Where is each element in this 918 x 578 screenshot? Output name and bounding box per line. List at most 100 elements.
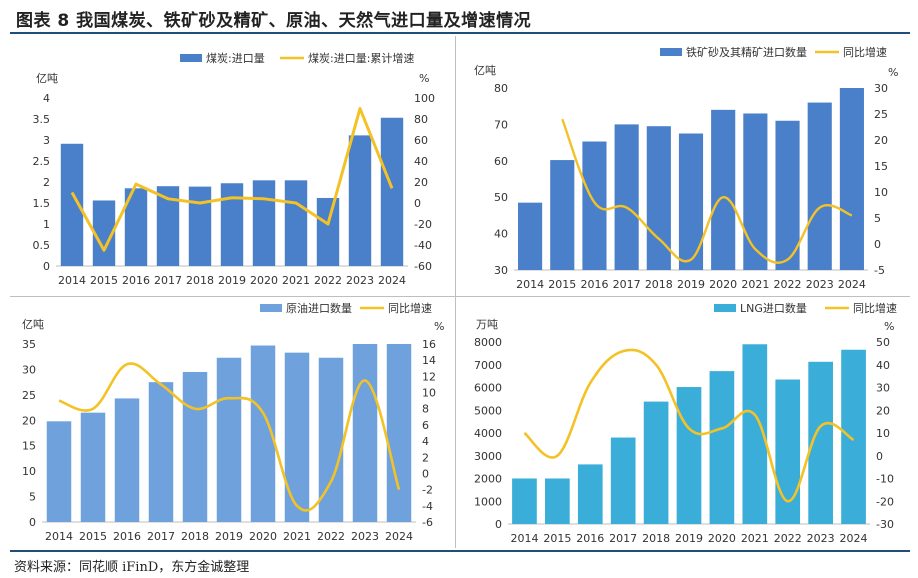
bar-2019 [220, 183, 244, 266]
x-tick-label: 2016 [122, 274, 150, 287]
left-tick-label: 35 [22, 338, 36, 351]
growth-line [58, 362, 401, 512]
bar-2022 [775, 120, 800, 270]
left-tick-label: 30 [494, 264, 508, 277]
bar-2014 [60, 143, 84, 266]
footer-rule [10, 550, 910, 552]
left-tick-label: 50 [494, 191, 508, 204]
x-tick-label: 2016 [576, 532, 604, 545]
right-tick-label: 10 [422, 387, 436, 400]
left-tick-label: 1 [43, 218, 50, 231]
right-tick-label: -30 [876, 518, 894, 531]
left-tick-label: 2.5 [33, 155, 51, 168]
bar-2024 [386, 344, 412, 522]
bar-2018 [182, 371, 208, 522]
left-axis-title: 万吨 [476, 318, 498, 331]
bar-2014 [46, 421, 72, 522]
x-tick-label: 2018 [645, 278, 673, 291]
legend-line-label: 同比增速 [843, 45, 887, 59]
x-tick-label: 2018 [186, 274, 214, 287]
right-tick-label: 30 [876, 382, 890, 395]
x-tick-label: 2020 [249, 530, 277, 543]
x-tick-label: 2023 [346, 274, 374, 287]
right-tick-label: 0 [876, 450, 883, 463]
left-tick-label: 10 [22, 465, 36, 478]
x-tick-label: 2017 [609, 532, 637, 545]
x-tick-label: 2022 [314, 274, 342, 287]
legend-bar-swatch [260, 304, 282, 312]
x-tick-label: 2015 [90, 274, 118, 287]
bar-2016 [124, 188, 148, 266]
bar-2021 [284, 180, 308, 266]
x-tick-label: 2014 [516, 278, 544, 291]
right-tick-label: 2 [422, 451, 429, 464]
x-tick-label: 2023 [807, 532, 835, 545]
left-tick-label: 1.5 [33, 197, 51, 210]
x-tick-label: 2020 [709, 278, 737, 291]
x-tick-label: 2015 [79, 530, 107, 543]
right-tick-label: 30 [874, 82, 888, 95]
bar-2020 [252, 180, 276, 266]
bar-2024 [841, 349, 866, 524]
x-tick-label: 2023 [351, 530, 379, 543]
x-tick-label: 2018 [181, 530, 209, 543]
left-axis-title: 亿吨 [22, 318, 44, 331]
horizontal-divider [10, 296, 910, 297]
bar-2017 [156, 186, 180, 266]
x-tick-label: 2024 [840, 532, 868, 545]
right-tick-label: 12 [422, 370, 436, 383]
legend-line-label: 同比增速 [388, 301, 432, 315]
bar-2019 [216, 357, 242, 522]
right-tick-label: 0 [414, 197, 421, 210]
bar-2015 [545, 478, 570, 524]
right-tick-label: 25 [874, 108, 888, 121]
left-tick-label: 70 [494, 118, 508, 131]
x-tick-label: 2016 [113, 530, 141, 543]
left-tick-label: 2 [43, 176, 50, 189]
right-tick-label: -40 [414, 239, 432, 252]
lng-chart-panel: 万吨% 0 1000 2000 3000 4000 5000 6000 7000 8000 -30 -… [460, 298, 910, 550]
bar-2020 [709, 371, 735, 524]
bar-2024 [839, 88, 864, 270]
bar-2016 [577, 464, 603, 524]
x-tick-label: 2023 [806, 278, 834, 291]
left-tick-label: 0 [495, 518, 502, 531]
title-rule [10, 32, 910, 34]
bar-2015 [80, 412, 106, 522]
bar-2017 [610, 437, 636, 524]
right-axis-title: % [888, 66, 898, 79]
right-tick-label: -20 [876, 495, 894, 508]
right-tick-label: 14 [422, 354, 436, 367]
right-tick-label: -6 [422, 516, 433, 529]
x-tick-label: 2021 [741, 278, 769, 291]
left-axis-title: 亿吨 [474, 64, 496, 77]
left-tick-label: 3 [43, 134, 50, 147]
left-tick-label: 8000 [474, 336, 502, 349]
bar-2023 [348, 135, 372, 266]
right-tick-label: -2 [422, 484, 433, 497]
x-tick-label: 2014 [45, 530, 73, 543]
bar-2019 [678, 133, 704, 270]
bar-2015 [92, 200, 116, 266]
bar-2017 [614, 124, 639, 271]
legend-bar-swatch [714, 304, 736, 312]
left-tick-label: 60 [494, 155, 508, 168]
bar-2014 [512, 478, 537, 524]
legend-bar-label: 铁矿砂及其精矿进口数量 [686, 46, 807, 59]
x-tick-label: 2022 [317, 530, 345, 543]
left-tick-label: 0 [29, 516, 36, 529]
right-tick-label: 60 [414, 134, 428, 147]
x-tick-label: 2019 [675, 532, 703, 545]
right-tick-label: 15 [874, 160, 888, 173]
legend-bar-label: 煤炭:进口量 [206, 52, 265, 65]
x-tick-label: 2015 [548, 278, 576, 291]
left-tick-label: 6000 [474, 382, 502, 395]
legend-bar-label: LNG进口数量 [740, 302, 807, 315]
x-tick-label: 2015 [543, 532, 571, 545]
bar-2014 [518, 202, 543, 270]
x-tick-label: 2024 [385, 530, 413, 543]
left-tick-label: 15 [22, 440, 36, 453]
lng-chart: 万吨 % 0 1000 2000 3000 4000 5000 6000 7000 8000 -30 -… [474, 301, 897, 545]
x-tick-label: 2021 [283, 530, 311, 543]
right-tick-label: 10 [874, 186, 888, 199]
